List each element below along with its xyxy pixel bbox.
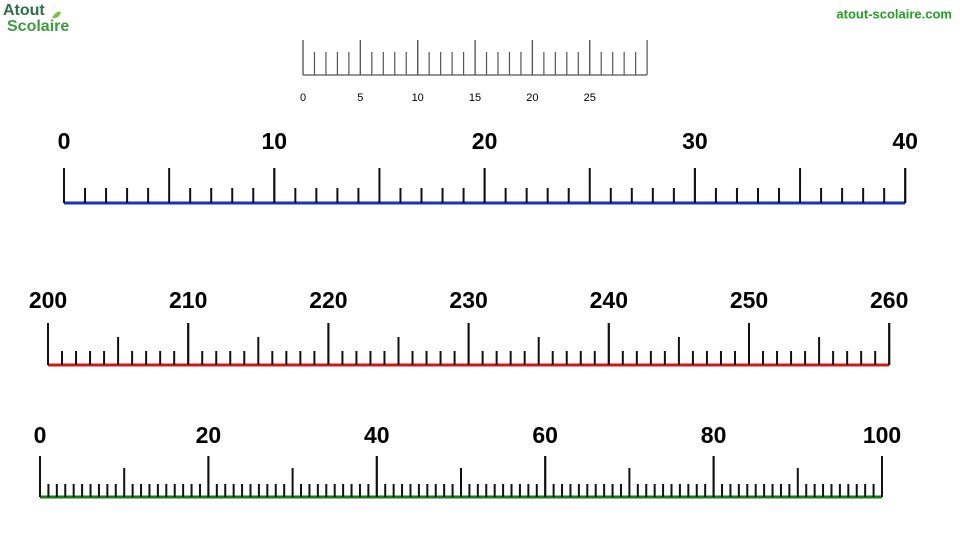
ruler-label: 20 bbox=[526, 92, 538, 104]
ruler-label: 10 bbox=[262, 128, 288, 154]
ruler-label: 210 bbox=[169, 287, 207, 313]
ruler-label: 0 bbox=[34, 422, 47, 448]
ruler-label: 0 bbox=[58, 128, 71, 154]
ruler-label: 250 bbox=[730, 287, 768, 313]
ruler-label: 80 bbox=[701, 422, 727, 448]
ruler-label: 230 bbox=[449, 287, 487, 313]
ruler-label: 100 bbox=[863, 422, 901, 448]
ruler-label: 260 bbox=[870, 287, 908, 313]
ruler-label: 20 bbox=[472, 128, 498, 154]
ruler-label: 60 bbox=[532, 422, 558, 448]
logo-line: Atout bbox=[3, 2, 45, 19]
logo-leaf bbox=[52, 11, 61, 19]
site-url: atout-scolaire.com bbox=[836, 6, 952, 21]
ruler-label: 40 bbox=[364, 422, 390, 448]
ruler-label: 15 bbox=[469, 92, 481, 104]
logo-line: Scolaire bbox=[7, 18, 69, 35]
ruler-label: 200 bbox=[29, 287, 67, 313]
ruler-label: 40 bbox=[892, 128, 918, 154]
ruler-label: 0 bbox=[300, 92, 306, 104]
ruler-label: 25 bbox=[584, 92, 596, 104]
ruler-label: 30 bbox=[682, 128, 708, 154]
ruler-label: 220 bbox=[309, 287, 347, 313]
ruler-label: 20 bbox=[196, 422, 222, 448]
ruler-label: 240 bbox=[590, 287, 628, 313]
ruler-label: 5 bbox=[357, 92, 363, 104]
ruler-label: 10 bbox=[412, 92, 424, 104]
